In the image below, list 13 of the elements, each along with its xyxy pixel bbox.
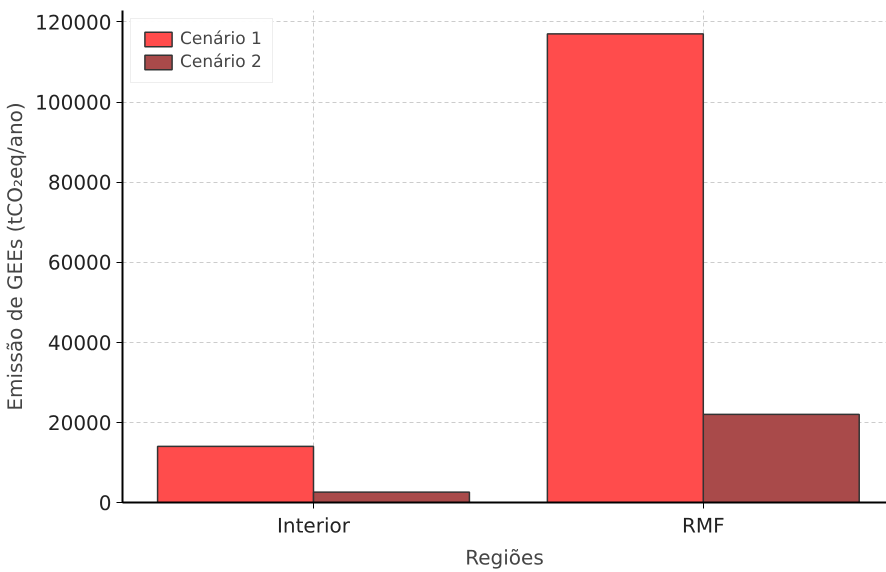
y-tick-label: 80000 [48,170,112,195]
legend-label: Cenário 2 [180,52,262,72]
y-tick-label: 40000 [48,330,112,355]
y-axis-title: Emissão de GEEs (tCO₂eq/ano) [3,102,28,411]
x-tick-label: RMF [682,514,725,538]
y-tick-label: 60000 [48,250,112,275]
y-tick-label: 0 [98,491,112,515]
y-tick-label: 20000 [48,410,112,435]
y-tick-label: 120000 [35,10,112,34]
x-axis-title: Regiões [465,546,544,570]
legend-label: Cenário 1 [180,29,262,49]
y-tick-label: 100000 [35,90,112,115]
x-tick-label: Interior [277,514,351,538]
